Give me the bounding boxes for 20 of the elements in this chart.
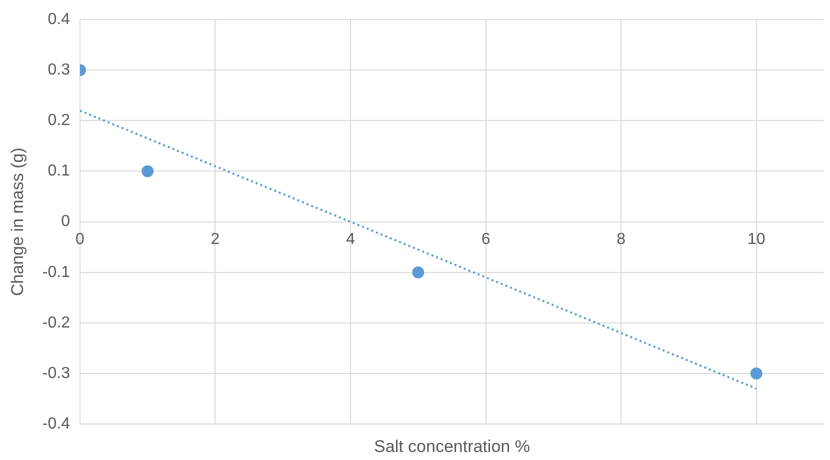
- y-tick-label: 0.1: [48, 162, 70, 180]
- y-tick-label: 0.3: [48, 62, 70, 79]
- x-tick-label: 6: [481, 230, 490, 248]
- y-axis-title: Change in mass (g): [8, 148, 27, 296]
- y-tick-label: -0.1: [42, 264, 70, 281]
- y-tick-label: -0.3: [42, 364, 70, 382]
- x-tick-label: 10: [747, 230, 766, 248]
- y-tick-label: -0.2: [42, 314, 70, 332]
- x-tick-label: 4: [346, 230, 356, 248]
- x-axis-title: Salt concentration %: [374, 437, 530, 456]
- x-tick-label: 8: [616, 230, 626, 248]
- point: [750, 367, 762, 380]
- x-tick-label: 2: [210, 230, 220, 248]
- y-tick-label: 0.2: [48, 112, 70, 130]
- y-tick-label: 0.4: [48, 11, 70, 28]
- point: [412, 266, 424, 278]
- x-tick-label: 0: [76, 230, 85, 248]
- point: [142, 165, 154, 178]
- y-tick-label: 0: [61, 213, 70, 230]
- y-tick-label: -0.4: [42, 415, 70, 432]
